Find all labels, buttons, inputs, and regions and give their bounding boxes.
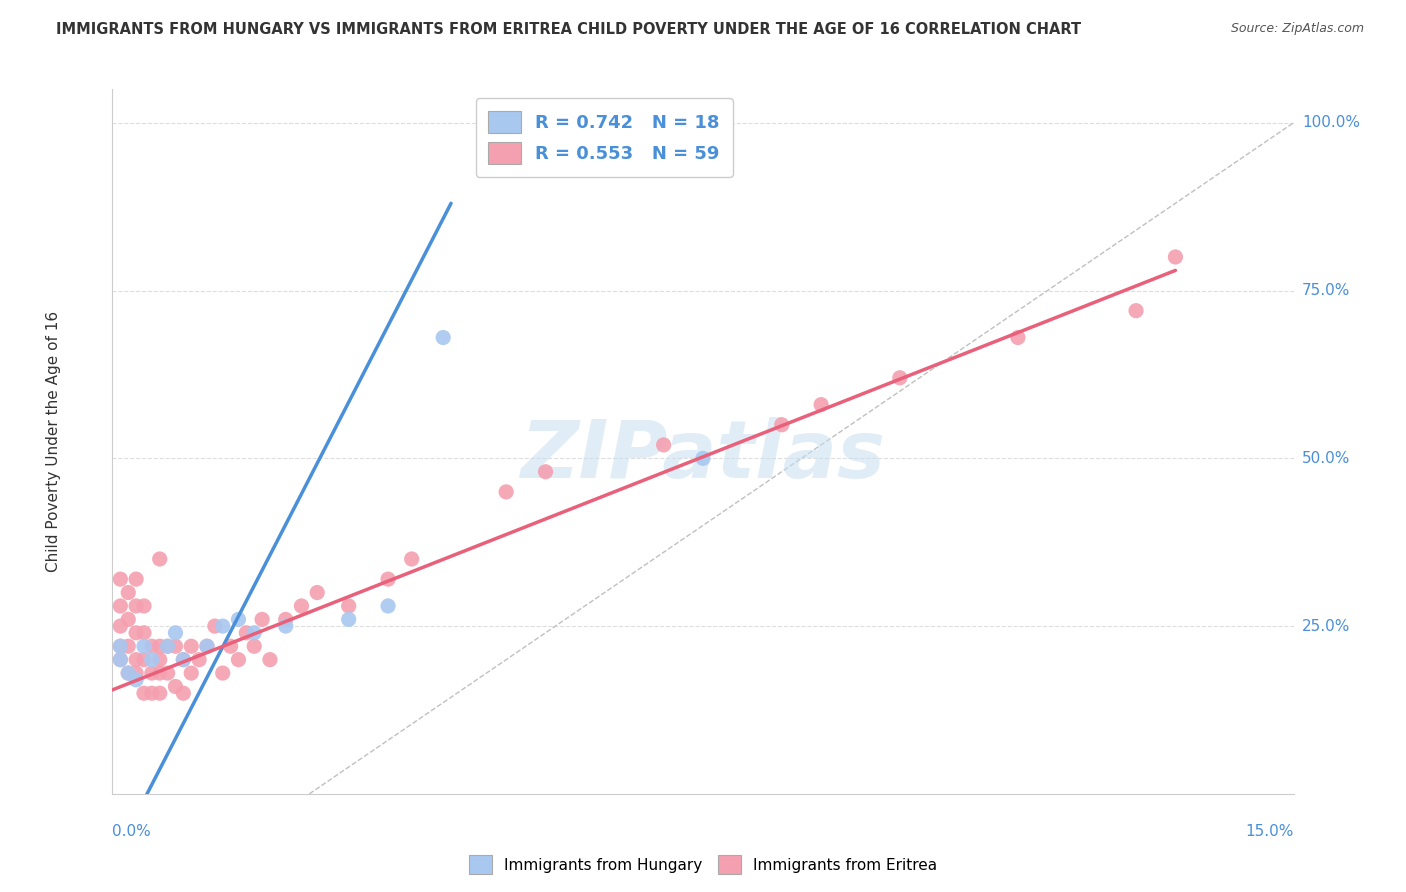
Point: [243, 625, 266, 640]
Legend: R = 0.742   N = 18, R = 0.553   N = 59: R = 0.742 N = 18, R = 0.553 N = 59: [475, 98, 733, 177]
Text: 100.0%: 100.0%: [1302, 115, 1360, 130]
Point: [110, 599, 132, 613]
Point: [235, 625, 257, 640]
Text: ZIPatlas: ZIPatlas: [520, 417, 886, 495]
Point: [195, 639, 218, 653]
Text: 25.0%: 25.0%: [1302, 618, 1350, 633]
Point: [165, 680, 187, 694]
Point: [110, 639, 132, 653]
Point: [1164, 250, 1187, 264]
Point: [132, 625, 155, 640]
Point: [110, 572, 132, 586]
Point: [274, 612, 297, 626]
Point: [889, 371, 911, 385]
Text: 0.0%: 0.0%: [112, 824, 152, 839]
Point: [188, 653, 211, 667]
Point: [149, 552, 172, 566]
Point: [156, 666, 179, 681]
Point: [259, 653, 281, 667]
Point: [117, 639, 139, 653]
Point: [125, 572, 148, 586]
Point: [117, 612, 139, 626]
Point: [432, 330, 454, 344]
Point: [290, 599, 312, 613]
Point: [117, 666, 139, 681]
Point: [172, 653, 194, 667]
Point: [337, 599, 360, 613]
Point: [149, 666, 172, 681]
Point: [125, 625, 148, 640]
Point: [149, 639, 172, 653]
Point: [132, 653, 155, 667]
Text: 15.0%: 15.0%: [1246, 824, 1294, 839]
Point: [195, 639, 218, 653]
Point: [652, 438, 675, 452]
Point: [211, 619, 233, 633]
Text: 75.0%: 75.0%: [1302, 283, 1350, 298]
Point: [250, 612, 273, 626]
Point: [307, 585, 329, 599]
Point: [401, 552, 423, 566]
Text: Child Poverty Under the Age of 16: Child Poverty Under the Age of 16: [46, 311, 60, 572]
Text: Source: ZipAtlas.com: Source: ZipAtlas.com: [1230, 22, 1364, 36]
Point: [172, 686, 194, 700]
Point: [156, 639, 179, 653]
Point: [337, 612, 360, 626]
Point: [377, 572, 399, 586]
Point: [125, 599, 148, 613]
Point: [110, 653, 132, 667]
Point: [110, 653, 132, 667]
Point: [125, 666, 148, 681]
Point: [770, 417, 793, 432]
Point: [211, 666, 233, 681]
Point: [810, 398, 832, 412]
Point: [141, 666, 163, 681]
Point: [117, 666, 139, 681]
Point: [125, 673, 148, 687]
Point: [534, 465, 557, 479]
Point: [495, 484, 517, 499]
Point: [180, 666, 202, 681]
Point: [180, 639, 202, 653]
Point: [377, 599, 399, 613]
Text: 50.0%: 50.0%: [1302, 450, 1350, 466]
Point: [228, 653, 250, 667]
Point: [149, 653, 172, 667]
Point: [243, 639, 266, 653]
Point: [172, 653, 194, 667]
Point: [165, 639, 187, 653]
Point: [141, 686, 163, 700]
Point: [165, 625, 187, 640]
Point: [692, 451, 714, 466]
Point: [141, 639, 163, 653]
Point: [132, 639, 155, 653]
Point: [204, 619, 226, 633]
Legend: Immigrants from Hungary, Immigrants from Eritrea: Immigrants from Hungary, Immigrants from…: [463, 849, 943, 880]
Point: [156, 639, 179, 653]
Point: [1125, 303, 1147, 318]
Point: [132, 686, 155, 700]
Point: [228, 612, 250, 626]
Text: IMMIGRANTS FROM HUNGARY VS IMMIGRANTS FROM ERITREA CHILD POVERTY UNDER THE AGE O: IMMIGRANTS FROM HUNGARY VS IMMIGRANTS FR…: [56, 22, 1081, 37]
Point: [219, 639, 242, 653]
Point: [125, 653, 148, 667]
Point: [1007, 330, 1029, 344]
Point: [110, 639, 132, 653]
Point: [141, 653, 163, 667]
Point: [110, 619, 132, 633]
Point: [274, 619, 297, 633]
Point: [117, 585, 139, 599]
Point: [132, 599, 155, 613]
Point: [149, 686, 172, 700]
